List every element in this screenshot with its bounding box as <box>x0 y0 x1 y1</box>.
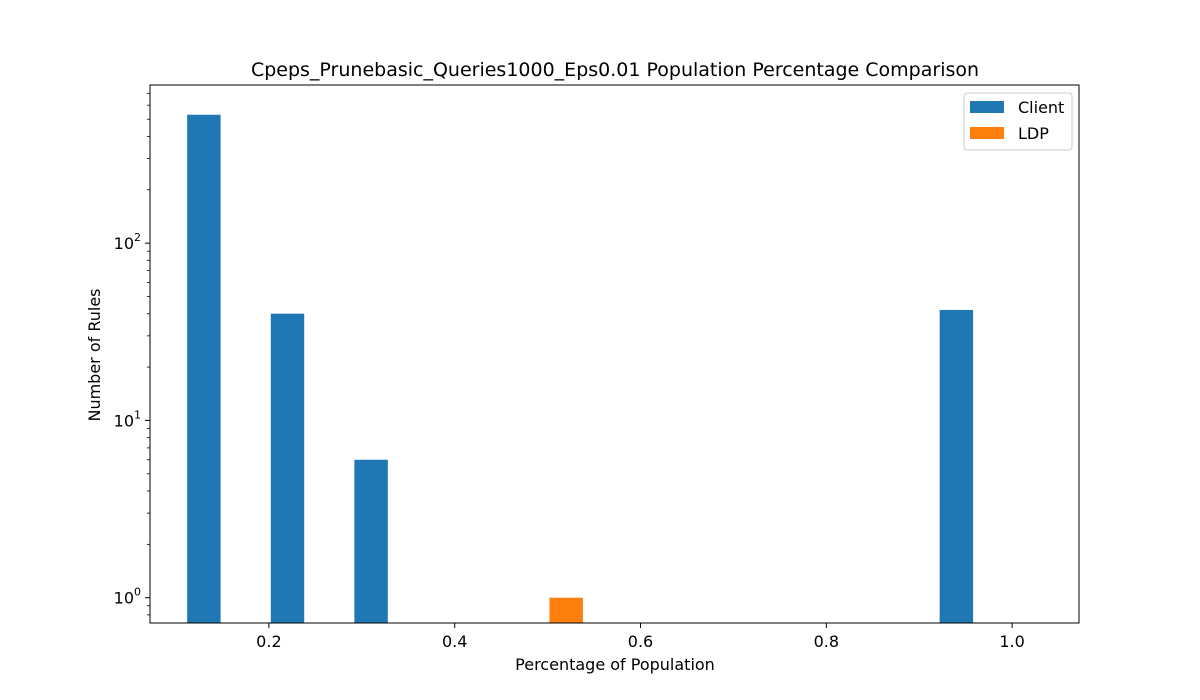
x-tick-label-2: 0.6 <box>628 632 653 651</box>
legend-swatch-client <box>970 101 1004 113</box>
y-tick-label-1: 101 <box>114 408 141 430</box>
bar-client-1 <box>270 313 305 623</box>
bar-client-0 <box>187 114 221 623</box>
y-tick-label-2: 102 <box>114 231 141 253</box>
plot-frame <box>149 84 1080 624</box>
legend-label-ldp: LDP <box>1018 124 1049 143</box>
x-tick-label-3: 0.8 <box>814 632 839 651</box>
x-tick-label-0: 0.2 <box>256 632 281 651</box>
legend-swatch-ldp <box>970 127 1004 139</box>
legend: Client LDP <box>963 92 1073 151</box>
y-tick-label-0: 100 <box>114 586 141 608</box>
plot-area <box>187 114 974 623</box>
bar-ldp-0 <box>549 597 583 623</box>
y-axis-label: Number of Rules <box>85 288 104 421</box>
x-tick-label-4: 1.0 <box>999 632 1024 651</box>
bar-client-3 <box>939 309 974 623</box>
chart-title: Cpeps_Prunebasic_Queries1000_Eps0.01 Pop… <box>251 59 979 81</box>
bar-client-2 <box>354 459 388 623</box>
y-axis-ticks: 100 101 102 <box>114 231 150 608</box>
x-axis-label: Percentage of Population <box>515 655 715 674</box>
x-axis-ticks: 0.2 0.4 0.6 0.8 1.0 <box>256 623 1025 651</box>
x-tick-label-1: 0.4 <box>442 632 467 651</box>
legend-label-client: Client <box>1018 98 1064 117</box>
